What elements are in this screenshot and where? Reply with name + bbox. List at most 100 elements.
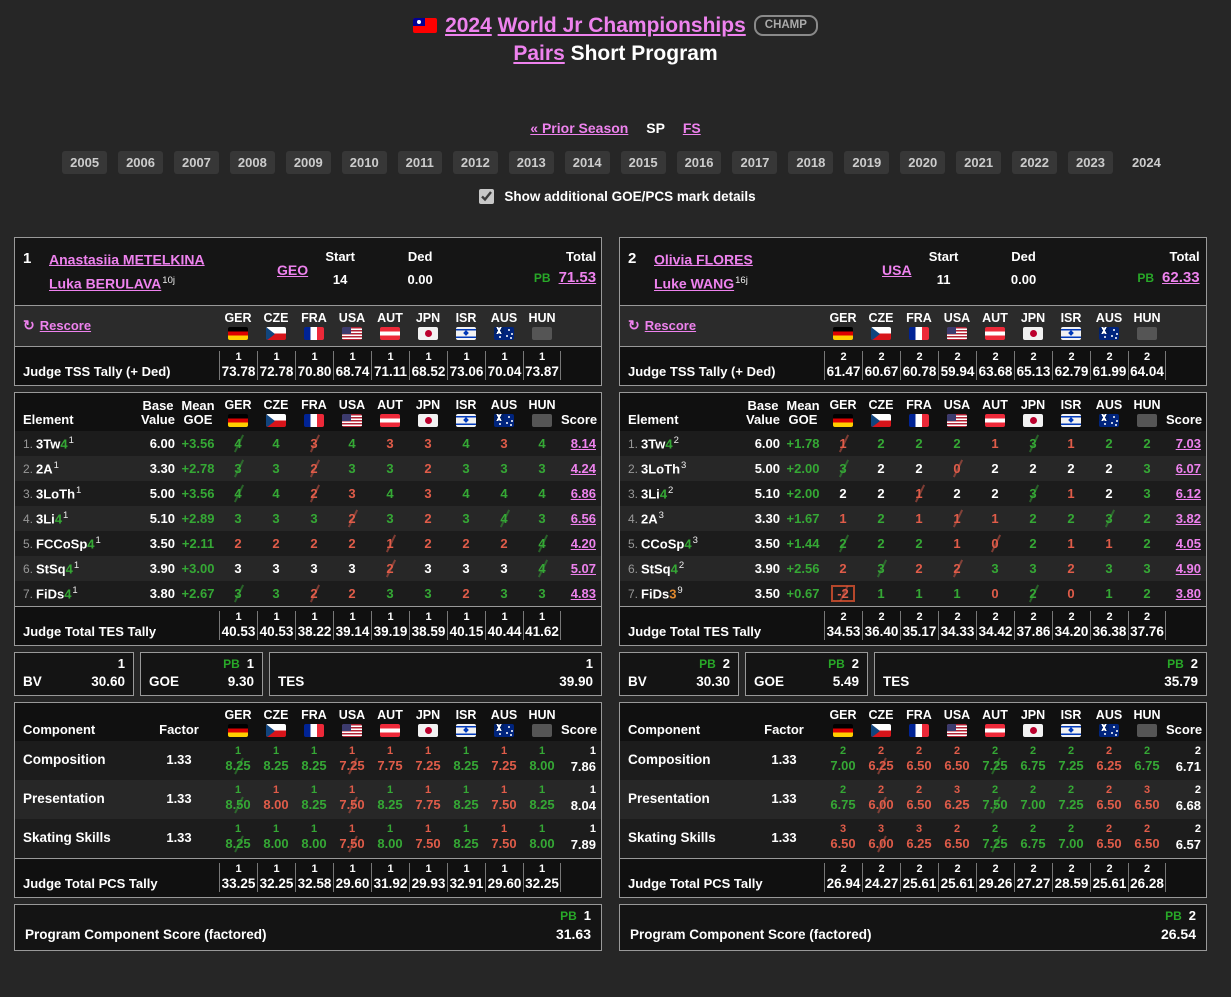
element-name-cell: 6. StSq42 bbox=[620, 560, 744, 576]
goe-mark-cell: 4 bbox=[447, 486, 485, 501]
components-box: Component Factor GER CZE FRA USA AUT JPN ISR AUS H… bbox=[619, 701, 1207, 898]
score-col-header: Score bbox=[561, 411, 598, 427]
element-score-link[interactable]: 3.80 bbox=[1175, 585, 1201, 601]
goe-mark-cell: 3 bbox=[295, 511, 333, 526]
year-button-2022[interactable]: 2022 bbox=[1012, 151, 1058, 174]
goe-mark: 1 bbox=[953, 585, 961, 601]
country-link[interactable]: GEO bbox=[277, 262, 309, 279]
year-button-2018[interactable]: 2018 bbox=[788, 151, 834, 174]
skater-name-link[interactable]: Luka BERULAVA bbox=[49, 275, 162, 292]
year-button-2010[interactable]: 2010 bbox=[341, 151, 387, 174]
rescore-link[interactable]: Rescore bbox=[644, 317, 697, 333]
tally-cell: 1 40.53 bbox=[219, 610, 257, 640]
pcs-mark: 7.25 bbox=[982, 758, 1008, 774]
rescore-link[interactable]: Rescore bbox=[39, 317, 92, 333]
year-button-2009[interactable]: 2009 bbox=[285, 151, 331, 174]
goe-mark: 3 bbox=[234, 460, 242, 476]
element-score-link[interactable]: 4.05 bbox=[1175, 535, 1201, 551]
country-cell: GEO bbox=[277, 246, 308, 295]
element-score-link[interactable]: 6.56 bbox=[570, 510, 596, 526]
year-button-2016[interactable]: 2016 bbox=[676, 151, 722, 174]
year-button-2006[interactable]: 2006 bbox=[118, 151, 163, 174]
goe-mark-cell: 4 bbox=[523, 486, 561, 501]
year-link[interactable]: 2024 bbox=[445, 14, 492, 37]
element-score-link[interactable]: 6.12 bbox=[1175, 485, 1201, 501]
judge-col-jpn: JPN bbox=[409, 311, 447, 340]
pcs-mark-cell: 1 8.25 bbox=[295, 785, 333, 812]
total-score-link[interactable]: 71.53 bbox=[558, 269, 597, 286]
judge-code: CZE bbox=[868, 707, 894, 722]
component-col-header: Component bbox=[628, 721, 701, 737]
goe-mark-cell: 2 bbox=[1052, 461, 1090, 476]
year-button-2015[interactable]: 2015 bbox=[620, 151, 666, 174]
judge-col-isr: ISR bbox=[1052, 311, 1090, 340]
component-row-3: Skating Skills 1.33 3 6.50 3 6.00 3 6.25 2 6.50 2 7… bbox=[620, 818, 1206, 858]
show-details-checkbox[interactable] bbox=[479, 189, 495, 204]
goe-mark: 2 bbox=[500, 535, 508, 551]
year-button-2019[interactable]: 2019 bbox=[844, 151, 890, 174]
year-button-2020[interactable]: 2020 bbox=[900, 151, 946, 174]
skater-name-link[interactable]: Luke WANG bbox=[654, 275, 735, 292]
prior-season-link[interactable]: « Prior Season bbox=[530, 120, 629, 136]
element-score-link[interactable]: 4.20 bbox=[570, 535, 596, 551]
skater-name-link[interactable]: Anastasiia METELKINA bbox=[49, 251, 205, 268]
tally-rank: 1 bbox=[273, 862, 280, 875]
element-name: StSq bbox=[641, 561, 671, 577]
element-score-link[interactable]: 4.83 bbox=[570, 585, 596, 601]
year-button-2013[interactable]: 2013 bbox=[508, 151, 554, 174]
pcs-mark-rank: 1 bbox=[424, 745, 432, 758]
tally-rank: 1 bbox=[463, 862, 470, 875]
tally-value: 40.53 bbox=[221, 623, 256, 639]
skater-name-link[interactable]: Olivia FLORES bbox=[654, 251, 753, 268]
element-score-link[interactable]: 6.07 bbox=[1175, 460, 1201, 476]
year-button-2017[interactable]: 2017 bbox=[732, 151, 778, 174]
year-button-2005[interactable]: 2005 bbox=[62, 151, 108, 174]
year-button-2011[interactable]: 2011 bbox=[397, 151, 442, 174]
year-button-2021[interactable]: 2021 bbox=[956, 151, 1002, 174]
tally-value: 26.28 bbox=[1130, 875, 1164, 891]
element-score-link[interactable]: 4.24 bbox=[570, 460, 596, 476]
element-sup: 9 bbox=[677, 584, 683, 596]
year-button-2014[interactable]: 2014 bbox=[564, 151, 610, 174]
element-score-link[interactable]: 3.82 bbox=[1175, 510, 1201, 526]
goe-mark: 4 bbox=[272, 435, 280, 451]
element-score-link[interactable]: 6.86 bbox=[570, 485, 596, 501]
mean-goe: +2.78 bbox=[181, 460, 215, 476]
fra-flag-icon bbox=[304, 723, 324, 737]
tally-value: 37.86 bbox=[1016, 623, 1051, 639]
tally-value: 59.94 bbox=[940, 363, 975, 379]
goe-mark-cell: 1 bbox=[900, 586, 938, 601]
element-score-link[interactable]: 5.07 bbox=[570, 560, 596, 576]
panel-header-box: 1 Anastasiia METELKINA Luka BERULAVA10j GEO… bbox=[14, 237, 602, 386]
judge-col-usa: USA bbox=[938, 708, 976, 741]
box-rank: 1 bbox=[246, 655, 254, 671]
goe-mark-cell: 2 bbox=[862, 436, 900, 451]
usa-flag-icon bbox=[342, 723, 362, 737]
tally-rank: 1 bbox=[273, 610, 280, 623]
element-row-3: 3. 3LoTh1 5.00 +3.56 4 4 2 3 4 3 4 4 4 6.86 bbox=[15, 480, 601, 506]
element-col-header: Element bbox=[23, 411, 74, 427]
goe-mark: 4 bbox=[500, 510, 508, 526]
pcs-mark-cell: 1 8.25 bbox=[371, 785, 409, 812]
event-link[interactable]: World Jr Championships bbox=[497, 14, 746, 37]
element-score-link[interactable]: 4.90 bbox=[1175, 560, 1201, 576]
year-button-2023[interactable]: 2023 bbox=[1068, 151, 1113, 174]
goe-mark: -2 bbox=[831, 584, 855, 602]
pcs-mark-cell: 1 7.50 bbox=[409, 824, 447, 851]
tally-cell: 2 27.27 bbox=[1014, 862, 1052, 892]
year-button-2012[interactable]: 2012 bbox=[452, 151, 498, 174]
discipline-link[interactable]: Pairs bbox=[513, 42, 565, 65]
aut-flag-icon bbox=[380, 326, 400, 340]
goe-mark: 2 bbox=[1143, 535, 1151, 551]
year-button-2008[interactable]: 2008 bbox=[229, 151, 275, 174]
element-score-link[interactable]: 7.03 bbox=[1175, 435, 1201, 451]
jpn-flag-icon bbox=[418, 413, 438, 427]
goe-mark: 2 bbox=[915, 535, 923, 551]
total-score-link[interactable]: 62.33 bbox=[1162, 269, 1200, 286]
year-button-2007[interactable]: 2007 bbox=[173, 151, 219, 174]
country-link[interactable]: USA bbox=[882, 262, 912, 279]
pcs-mark: 6.50 bbox=[944, 758, 970, 774]
element-score-link[interactable]: 8.14 bbox=[570, 435, 596, 451]
fs-link[interactable]: FS bbox=[682, 120, 701, 136]
judge-code: AUT bbox=[377, 310, 403, 325]
